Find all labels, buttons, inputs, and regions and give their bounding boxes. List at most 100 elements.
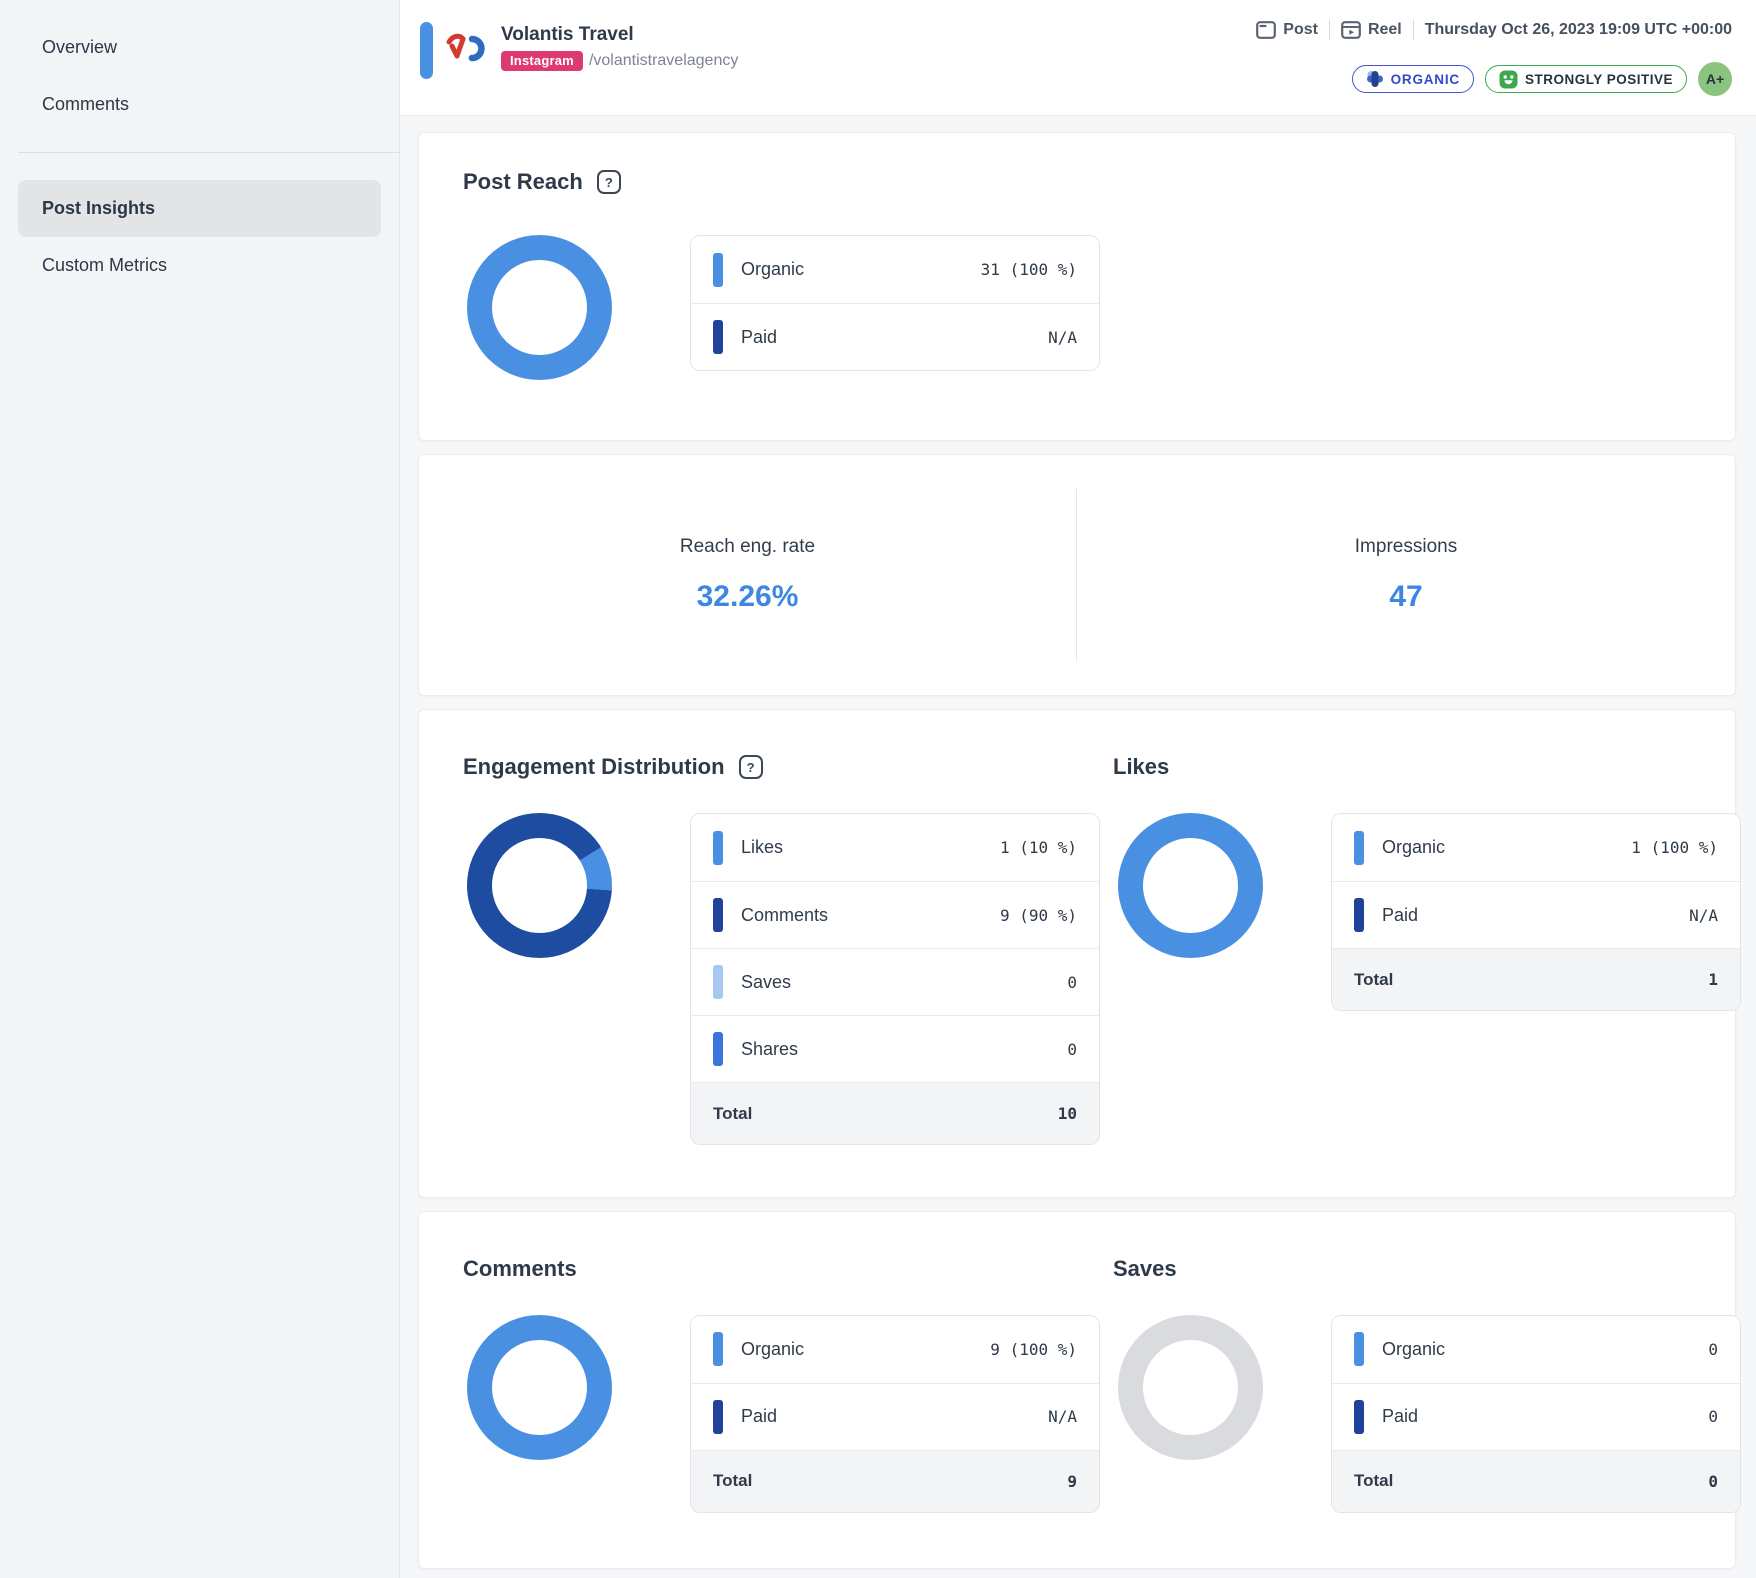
legend-label: Paid <box>1382 1406 1419 1427</box>
legend-row: Organic 1 (100 %) <box>1332 814 1740 882</box>
legend-marker <box>713 252 723 287</box>
legend-marker <box>713 898 723 933</box>
legend-row: Likes 1 (10 %) <box>691 814 1099 882</box>
legend-marker <box>1354 1399 1364 1434</box>
total-label: Total <box>1354 1471 1394 1491</box>
legend-label: Paid <box>1382 904 1419 925</box>
engagement-title: Engagement Distribution <box>463 754 725 780</box>
legend-row: Paid N/A <box>691 303 1099 370</box>
legend-label: Paid <box>741 326 778 347</box>
accent-bar <box>420 22 433 79</box>
post-timestamp: Thursday Oct 26, 2023 19:09 UTC +00:00 <box>1424 21 1732 38</box>
legend-value: 0 <box>1708 1407 1718 1427</box>
legend-row: Paid 0 <box>1332 1382 1740 1450</box>
organic-badge: ORGANIC <box>1351 65 1474 93</box>
post-reach-card: Post Reach ? Organic 31 (100 %) Paid N/A <box>418 132 1736 441</box>
legend-label: Paid <box>741 1406 778 1427</box>
legend-marker <box>1354 1332 1364 1367</box>
post-reach-donut-chart <box>467 235 612 380</box>
engagement-distribution-section: Engagement Distribution ? Likes 1 (10 %) <box>419 710 1100 1197</box>
legend-marker <box>1354 898 1364 933</box>
engagement-donut-chart <box>467 813 612 959</box>
legend-total-row: Total 0 <box>1332 1449 1740 1512</box>
stats-card: Reach eng. rate 32.26% Impressions 47 <box>418 454 1736 697</box>
sidebar-item-post-insights[interactable]: Post Insights <box>18 180 381 237</box>
account-name: Volantis Travel <box>501 24 634 45</box>
legend-value: N/A <box>1689 905 1718 925</box>
sidebar: Overview Comments Post Insights Custom M… <box>0 0 400 1578</box>
legend-value: 0 <box>1067 972 1077 992</box>
sidebar-divider <box>18 152 399 153</box>
legend-label: Organic <box>741 259 805 279</box>
likes-section: Likes Organic 1 (100 %) Paid N/A <box>1078 710 1741 1197</box>
account-handle: /volantistravelagency <box>588 52 739 69</box>
organic-icon <box>1366 71 1383 87</box>
help-icon[interactable]: ? <box>596 170 621 194</box>
legend-marker <box>1354 830 1364 865</box>
main-header: Volantis Travel Instagram /volantistrave… <box>400 0 1756 116</box>
legend-row: Paid N/A <box>1332 881 1740 949</box>
legend-value: 31 (100 %) <box>980 260 1077 279</box>
legend-marker <box>713 1032 723 1067</box>
separator <box>1412 20 1414 40</box>
likes-title: Likes <box>1113 754 1170 780</box>
comments-legend: Organic 9 (100 %) Paid N/A Total 9 <box>690 1314 1100 1513</box>
separator <box>1328 20 1330 40</box>
legend-value: 1 (10 %) <box>999 838 1077 858</box>
smiley-icon <box>1499 70 1518 88</box>
saves-legend: Organic 0 Paid 0 Total 0 <box>1331 1314 1741 1513</box>
legend-row: Organic 0 <box>1332 1315 1740 1383</box>
legend-label: Organic <box>741 1338 805 1359</box>
stat-label: Impressions <box>1354 536 1458 558</box>
legend-value: 9 (100 %) <box>990 1339 1077 1359</box>
legend-marker <box>713 1332 723 1367</box>
total-value: 1 <box>1708 970 1718 990</box>
post-icon <box>1256 21 1277 39</box>
engagement-legend: Likes 1 (10 %) Comments 9 (90 %) Saves 0 <box>690 813 1100 1146</box>
total-value: 9 <box>1067 1471 1077 1491</box>
legend-marker <box>713 320 723 354</box>
sidebar-item-comments[interactable]: Comments <box>42 94 130 114</box>
likes-legend: Organic 1 (100 %) Paid N/A Total 1 <box>1331 813 1741 1012</box>
legend-value: N/A <box>1048 1407 1077 1427</box>
legend-label: Likes <box>741 837 784 858</box>
grade-badge: A+ <box>1698 62 1732 96</box>
legend-row: Saves 0 <box>691 948 1099 1016</box>
post-reach-title: Post Reach <box>463 169 583 194</box>
legend-total-row: Total 10 <box>691 1082 1099 1145</box>
legend-label: Organic <box>1382 837 1446 858</box>
legend-row: Paid N/A <box>691 1382 1099 1450</box>
legend-row: Organic 31 (100 %) <box>691 236 1099 303</box>
likes-donut-chart <box>1118 813 1263 959</box>
main-panel: Volantis Travel Instagram /volantistrave… <box>400 0 1756 1578</box>
comments-donut-chart <box>467 1314 612 1460</box>
legend-total-row: Total 9 <box>691 1449 1099 1512</box>
stat-value: 32.26% <box>696 580 799 614</box>
post-toggle[interactable]: Post <box>1256 21 1318 39</box>
stat-impressions: Impressions 47 <box>1077 489 1735 661</box>
legend-label: Shares <box>741 1038 799 1059</box>
saves-donut-chart <box>1118 1314 1263 1460</box>
legend-value: N/A <box>1048 327 1077 347</box>
post-toggle-label: Post <box>1283 21 1318 38</box>
help-icon[interactable]: ? <box>738 755 763 780</box>
total-label: Total <box>1354 969 1394 989</box>
sidebar-item-custom-metrics[interactable]: Custom Metrics <box>42 255 168 275</box>
legend-value: 0 <box>1708 1339 1718 1359</box>
legend-row: Organic 9 (100 %) <box>691 1315 1099 1383</box>
legend-row: Comments 9 (90 %) <box>691 881 1099 949</box>
legend-total-row: Total 1 <box>1332 948 1740 1011</box>
saves-title: Saves <box>1113 1255 1177 1281</box>
comments-saves-card: Comments Organic 9 (100 %) Paid N/A <box>418 1210 1741 1570</box>
stat-label: Reach eng. rate <box>679 536 816 558</box>
sentiment-badge-label: STRONGLY POSITIVE <box>1524 71 1673 87</box>
legend-label: Saves <box>741 971 792 992</box>
post-reach-legend: Organic 31 (100 %) Paid N/A <box>690 235 1100 371</box>
organic-badge-label: ORGANIC <box>1390 71 1460 87</box>
content-area: Post Reach ? Organic 31 (100 %) Paid N/A <box>400 116 1756 1578</box>
stat-value: 47 <box>1389 580 1423 614</box>
reel-toggle[interactable]: Reel <box>1341 21 1402 39</box>
comments-section: Comments Organic 9 (100 %) Paid N/A <box>419 1212 1100 1568</box>
sidebar-item-overview[interactable]: Overview <box>42 37 118 57</box>
legend-value: 0 <box>1067 1039 1077 1059</box>
